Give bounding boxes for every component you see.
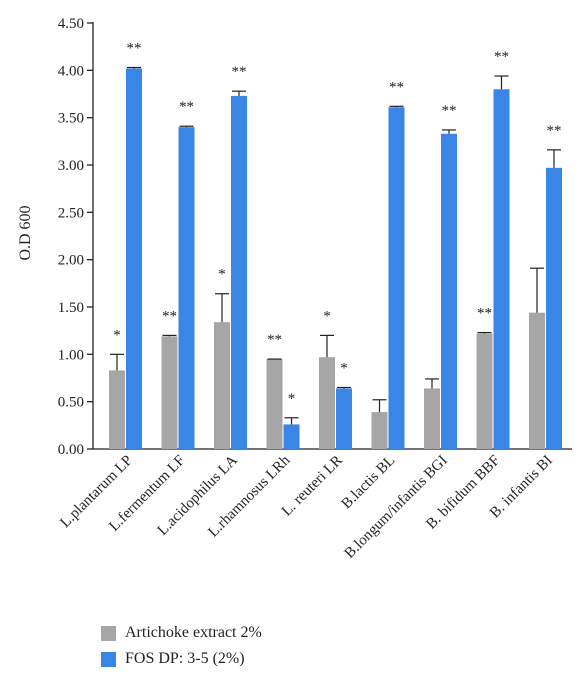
significance-label: *: [113, 327, 121, 343]
bar-artichoke: [266, 359, 283, 449]
bar-artichoke: [214, 322, 230, 449]
significance-label: **: [162, 308, 177, 324]
legend-item-artichoke: Artichoke extract 2%: [101, 620, 262, 646]
bar-artichoke: [109, 370, 125, 449]
y-tick-label: 2.50: [58, 205, 84, 221]
legend-label-artichoke: Artichoke extract 2%: [125, 624, 262, 641]
bar-fos: [336, 388, 352, 449]
significance-label: *: [218, 267, 226, 283]
significance-label: **: [389, 79, 404, 95]
significance-label: **: [267, 332, 282, 348]
bar-fos: [441, 133, 457, 449]
bar-artichoke: [424, 388, 440, 449]
bar-artichoke: [161, 336, 178, 449]
bar-artichoke: [476, 333, 493, 449]
significance-label: **: [494, 49, 509, 65]
y-tick-label: 2.00: [58, 253, 84, 269]
bar-fos: [493, 89, 510, 450]
bar-fos: [231, 95, 247, 449]
bar-fos: [178, 127, 195, 449]
y-tick-label: 4.50: [58, 16, 84, 32]
significance-label: *: [323, 308, 331, 324]
significance-label: **: [232, 64, 247, 80]
significance-label: **: [179, 99, 194, 115]
legend-swatch-artichoke: [101, 625, 116, 641]
legend-label-fos: FOS DP: 3-5 (2%): [125, 650, 245, 667]
bar-artichoke: [319, 357, 335, 449]
bar-artichoke: [529, 312, 545, 449]
significance-label: **: [442, 103, 457, 119]
bar-fos: [126, 68, 142, 449]
y-tick-label: 0.50: [58, 395, 84, 411]
significance-label: *: [288, 391, 296, 407]
y-tick-label: 3.50: [58, 111, 84, 127]
bar-artichoke: [371, 412, 388, 449]
legend: Artichoke extract 2% FOS DP: 3-5 (2%): [101, 620, 262, 672]
y-tick-label: 4.00: [58, 63, 84, 79]
y-tick-label: 1.00: [58, 347, 84, 363]
significance-label: **: [127, 40, 142, 56]
legend-swatch-fos: [101, 651, 116, 667]
y-tick-label: 0.00: [58, 442, 84, 458]
legend-item-fos: FOS DP: 3-5 (2%): [101, 646, 262, 672]
x-tick-label: B.longum/infantis BGI: [342, 453, 451, 562]
y-tick-label: 1.50: [58, 300, 84, 316]
bar-fos: [546, 167, 562, 449]
y-axis-title: O.D 600: [17, 205, 34, 260]
bar-fos: [283, 424, 300, 449]
bar-fos: [388, 107, 405, 450]
y-tick-label: 3.00: [58, 158, 84, 174]
significance-label: *: [340, 360, 348, 376]
significance-label: **: [547, 123, 562, 139]
plot-area: 0.00 0.50 1.00 1.50 2.00 2.50 3.00 3.50 4.00 4.50…: [57, 16, 572, 562]
significance-label: **: [477, 306, 492, 322]
